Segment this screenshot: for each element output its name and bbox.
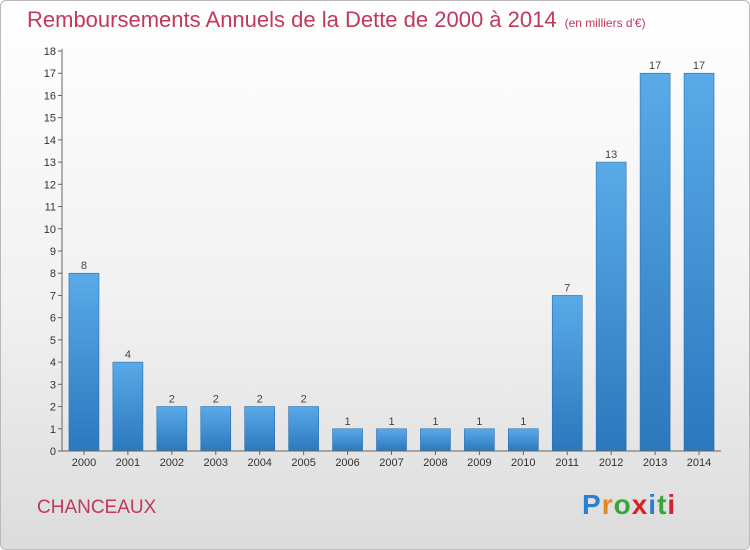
logo-letter: x bbox=[631, 489, 649, 520]
x-tick-label-2010: 2010 bbox=[511, 457, 535, 469]
y-tick-label: 9 bbox=[50, 246, 56, 258]
data-label-2009: 1 bbox=[476, 416, 482, 428]
bar-2011 bbox=[551, 295, 583, 452]
logo-letter: r bbox=[601, 489, 614, 520]
bar-2004 bbox=[244, 406, 275, 452]
x-tick-label-2011: 2011 bbox=[555, 457, 579, 469]
data-label-2007: 1 bbox=[388, 416, 394, 428]
y-tick-label: 0 bbox=[50, 446, 56, 458]
x-tick-label-2003: 2003 bbox=[204, 457, 228, 469]
data-label-2006: 1 bbox=[345, 416, 351, 428]
data-label-2010: 1 bbox=[520, 416, 526, 428]
logo-letter: o bbox=[613, 489, 632, 520]
x-tick-label-2007: 2007 bbox=[379, 457, 403, 469]
data-label-2014: 17 bbox=[693, 60, 705, 72]
x-tick-label-2000: 2000 bbox=[72, 457, 96, 469]
bar-2006 bbox=[332, 428, 363, 452]
data-label-2003: 2 bbox=[213, 394, 219, 406]
bar-2010 bbox=[507, 428, 539, 452]
y-tick-label: 2 bbox=[50, 402, 56, 414]
y-tick-label: 10 bbox=[44, 224, 56, 236]
data-label-2000: 8 bbox=[81, 260, 87, 272]
bar-2005 bbox=[288, 406, 319, 452]
bar-2001 bbox=[112, 361, 144, 452]
y-tick-label: 12 bbox=[44, 179, 56, 191]
data-label-2004: 2 bbox=[257, 394, 263, 406]
logo-letter: t bbox=[657, 489, 668, 520]
x-tick-label-2014: 2014 bbox=[687, 457, 711, 469]
y-tick-label: 11 bbox=[45, 202, 56, 214]
logo-letter: P bbox=[582, 489, 602, 520]
data-label-2008: 1 bbox=[432, 416, 438, 428]
data-label-2005: 2 bbox=[301, 394, 307, 406]
bar-2014 bbox=[683, 72, 715, 452]
y-tick-label: 8 bbox=[50, 268, 56, 280]
y-tick-label: 6 bbox=[50, 313, 56, 325]
bar-2008 bbox=[420, 428, 451, 452]
data-label-2002: 2 bbox=[169, 394, 175, 406]
bar-2000 bbox=[68, 272, 100, 452]
logo-letter: i bbox=[667, 489, 677, 520]
y-tick-label: 3 bbox=[50, 379, 56, 391]
bar-2003 bbox=[200, 406, 232, 452]
y-tick-label: 17 bbox=[44, 68, 56, 80]
y-tick-label: 13 bbox=[44, 157, 56, 169]
proxiti-logo: Proxiti bbox=[582, 489, 676, 521]
x-axis: 2000 2001 2002 2003 2004 2005 2006 2007 2008 2009… bbox=[62, 450, 721, 469]
bar-2002 bbox=[156, 406, 188, 452]
y-tick-label: 18 bbox=[44, 46, 56, 58]
chart-title-text: Remboursements Annuels de la Dette de 20… bbox=[27, 7, 557, 32]
chart-unit: (en milliers d'€) bbox=[564, 16, 646, 30]
bar-2012 bbox=[595, 161, 627, 452]
data-label-2012: 13 bbox=[605, 149, 617, 161]
x-tick-label-2004: 2004 bbox=[247, 457, 271, 469]
x-tick-label-2006: 2006 bbox=[335, 457, 359, 469]
bar-2007 bbox=[376, 428, 407, 452]
y-tick-label: 1 bbox=[50, 424, 56, 436]
data-label-2001: 4 bbox=[125, 349, 131, 361]
x-tick-label-2012: 2012 bbox=[599, 457, 623, 469]
commune-name: CHANCEAUX bbox=[37, 497, 157, 518]
logo-letter: i bbox=[648, 489, 658, 520]
x-tick-label-2002: 2002 bbox=[160, 457, 184, 469]
x-tick-label-2008: 2008 bbox=[423, 457, 447, 469]
data-label-2011: 7 bbox=[564, 282, 570, 294]
bar-2009 bbox=[464, 428, 495, 452]
x-tick-label-2001: 2001 bbox=[116, 457, 140, 469]
x-tick-label-2005: 2005 bbox=[291, 457, 315, 469]
x-tick-label-2009: 2009 bbox=[467, 457, 491, 469]
y-tick-label: 7 bbox=[50, 290, 56, 302]
bar-2013 bbox=[639, 72, 671, 452]
y-tick-label: 16 bbox=[44, 90, 56, 102]
chart-title: Remboursements Annuels de la Dette de 20… bbox=[27, 7, 646, 33]
y-tick-label: 15 bbox=[44, 113, 56, 125]
x-tick-label-2013: 2013 bbox=[643, 457, 667, 469]
data-label-2013: 17 bbox=[649, 60, 661, 72]
y-tick-label: 4 bbox=[50, 357, 56, 369]
y-tick-label: 5 bbox=[50, 335, 56, 347]
y-tick-label: 14 bbox=[44, 135, 56, 147]
